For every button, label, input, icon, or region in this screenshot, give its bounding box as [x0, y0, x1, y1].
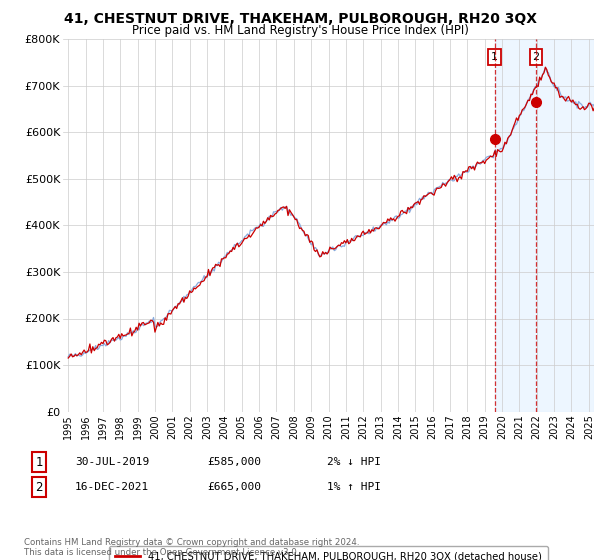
Bar	[495, 39, 594, 412]
Text: 1: 1	[35, 455, 43, 469]
Text: 41, CHESTNUT DRIVE, THAKEHAM, PULBOROUGH, RH20 3QX: 41, CHESTNUT DRIVE, THAKEHAM, PULBOROUGH…	[64, 12, 536, 26]
Text: £665,000: £665,000	[207, 482, 261, 492]
Text: 2: 2	[532, 52, 539, 62]
Text: 2: 2	[35, 480, 43, 494]
Text: 30-JUL-2019: 30-JUL-2019	[75, 457, 149, 467]
Text: Price paid vs. HM Land Registry's House Price Index (HPI): Price paid vs. HM Land Registry's House …	[131, 24, 469, 36]
Text: £585,000: £585,000	[207, 457, 261, 467]
Text: Contains HM Land Registry data © Crown copyright and database right 2024.
This d: Contains HM Land Registry data © Crown c…	[24, 538, 359, 557]
Text: 1: 1	[491, 52, 498, 62]
Text: 2% ↓ HPI: 2% ↓ HPI	[327, 457, 381, 467]
Text: 16-DEC-2021: 16-DEC-2021	[75, 482, 149, 492]
Legend: 41, CHESTNUT DRIVE, THAKEHAM, PULBOROUGH, RH20 3QX (detached house), HPI: Averag: 41, CHESTNUT DRIVE, THAKEHAM, PULBOROUGH…	[109, 545, 548, 560]
Text: 1% ↑ HPI: 1% ↑ HPI	[327, 482, 381, 492]
